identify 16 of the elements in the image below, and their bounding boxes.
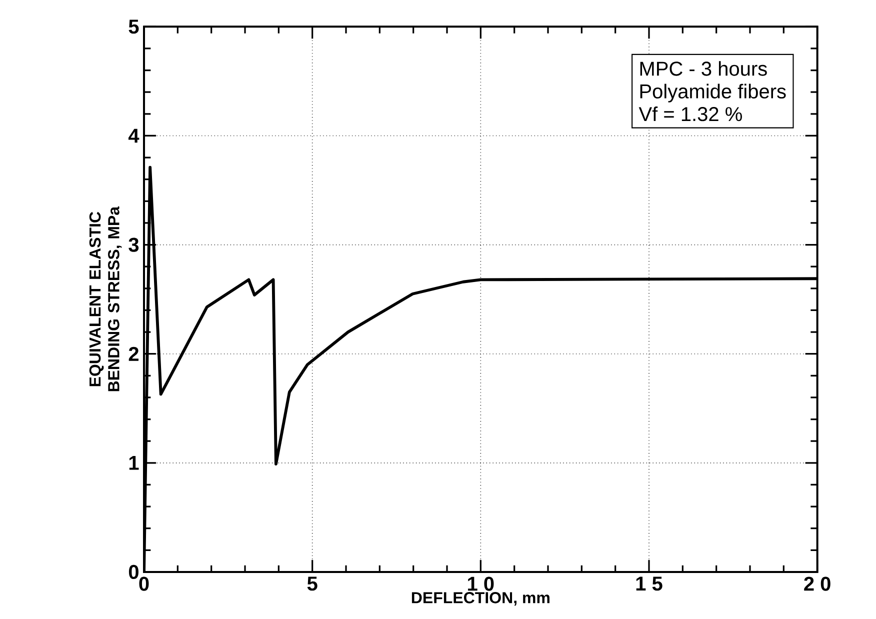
y-tick-label: 4 xyxy=(128,129,140,143)
x-axis-title: DEFLECTION, mm xyxy=(412,592,550,606)
x-tick-label: 0 xyxy=(139,576,149,592)
annotation: Vf = 1.32 % xyxy=(638,106,742,122)
annotation: Polyamide fibers xyxy=(640,84,786,103)
y-tick-label: 3 xyxy=(128,238,139,252)
y-axis-title: EQUIVALENT ELASTIC BENDING STRESS, MPa xyxy=(89,206,122,392)
x-tick-label: 1 5 xyxy=(636,576,662,591)
y-tick-label: 5 xyxy=(128,20,139,34)
x-tick-label: 1 0 xyxy=(468,576,494,592)
x-tick-label: 2 0 xyxy=(804,576,830,592)
y-tick-label: 1 xyxy=(129,456,139,470)
x-tick-label: 5 xyxy=(307,576,318,591)
annotation: MPC - 3 hours xyxy=(640,61,767,76)
y-tick-label: 0 xyxy=(128,565,138,580)
y-tick-label: 2 xyxy=(128,347,138,362)
